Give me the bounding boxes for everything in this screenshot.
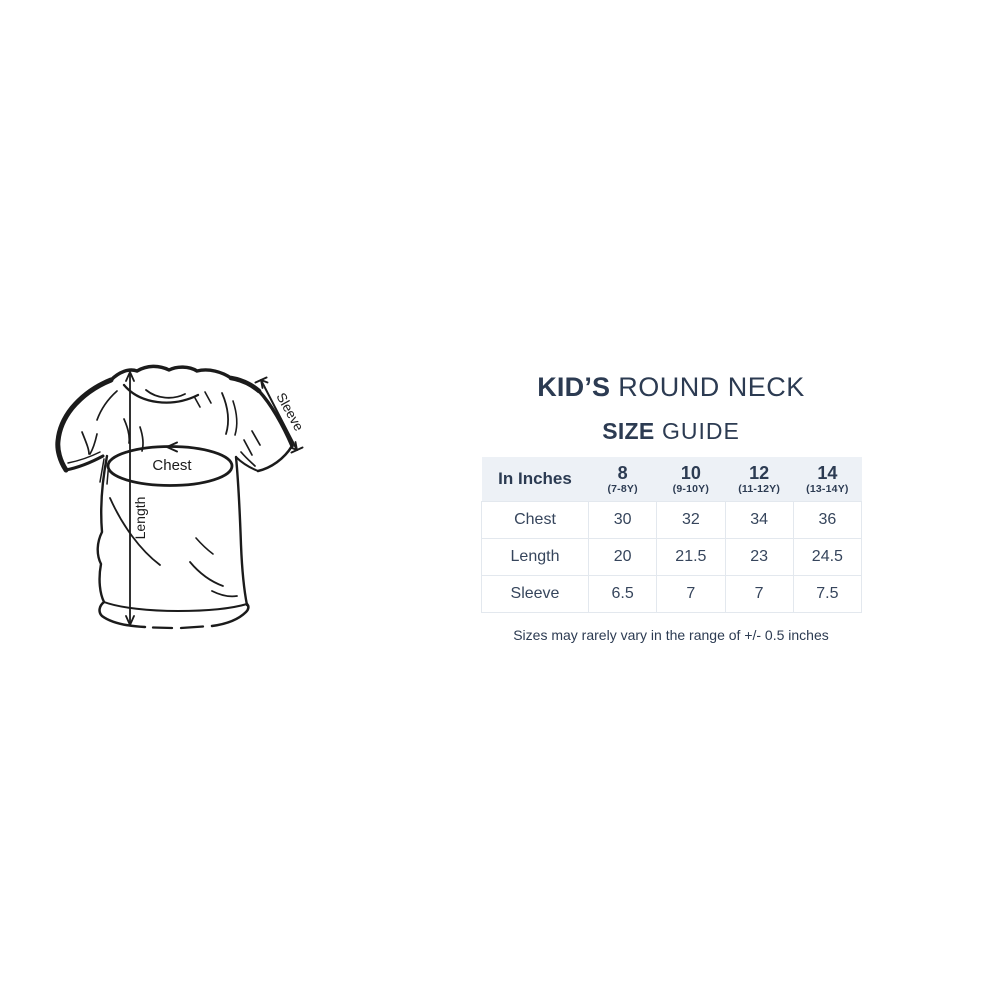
size-variation-note: Sizes may rarely vary in the range of +/…: [513, 627, 829, 643]
tshirt-wrinkle-right-armpit2: [251, 430, 261, 446]
chest-value-10: 32: [656, 501, 726, 539]
size-guide-heading: SIZE GUIDE: [481, 418, 861, 444]
sleeve-value-14: 7.5: [792, 575, 863, 613]
tshirt-wrinkle-right-chest2: [232, 400, 238, 436]
length-label: Length: [132, 497, 148, 540]
size-col-header-12: 12 (11-12Y): [725, 457, 794, 502]
tshirt-wrinkle-body-small: [195, 537, 214, 555]
tshirt-wrinkle-left-sleeve2: [89, 433, 98, 455]
length-value-12: 23: [724, 538, 794, 576]
row-label-chest: Chest: [481, 501, 589, 539]
age-range: (7-8Y): [607, 482, 638, 495]
row-label-sleeve: Sleeve: [481, 575, 589, 613]
sleeve-arrowhead-bottom: [289, 441, 298, 451]
tshirt-wrinkle-body-right2: [211, 590, 238, 598]
tshirt-collar-inner-curve2: [145, 389, 186, 399]
product-title: KID’S ROUND NECK: [481, 372, 861, 403]
sleeve-arrowhead-top: [260, 379, 269, 389]
product-title-light: ROUND NECK: [618, 372, 805, 402]
size-value: 12: [749, 462, 770, 483]
sleeve-value-12: 7: [724, 575, 794, 613]
length-value-10: 21.5: [656, 538, 726, 576]
tshirt-collar-inner-curve: [122, 383, 200, 404]
tshirt-wrinkle-right-armpit1: [243, 439, 253, 456]
size-value: 10: [680, 462, 701, 483]
tshirt-collar-tick2: [194, 397, 201, 408]
tshirt-wrinkle-body-right1: [189, 561, 224, 587]
length-arrowhead-top: [125, 371, 135, 382]
size-guide-panel: KID’S ROUND NECK SIZE GUIDE In Inches 8 …: [481, 372, 863, 644]
row-label-length: Length: [481, 538, 589, 576]
tshirt-right-sleeve-opening: [256, 444, 294, 473]
sleeve-dimension-line: [260, 379, 298, 451]
age-range: (9-10Y): [672, 482, 710, 495]
table-row-chest: Chest 30 32 34 36: [481, 501, 863, 539]
sleeve-value-8: 6.5: [587, 575, 658, 613]
size-guide-heading-light: GUIDE: [661, 418, 740, 444]
chest-label: Chest: [152, 457, 192, 474]
tshirt-left-sleeve-opening: [64, 454, 105, 472]
product-title-bold: KID’S: [537, 372, 611, 402]
size-col-header-8: 8 (7-8Y): [588, 457, 657, 502]
age-range: (13-14Y): [806, 482, 849, 495]
tshirt-hem-dash2: [179, 625, 205, 630]
tshirt-right-body-edge: [234, 455, 249, 607]
tshirt-wrinkle-left-shoulder: [96, 390, 118, 421]
size-table-header-row: In Inches 8 (7-8Y) 10 (9-10Y) 12 (11-12Y…: [481, 457, 862, 502]
tshirt-collar-outline: [109, 364, 233, 382]
size-value: 14: [817, 462, 838, 483]
chest-value-8: 30: [587, 501, 658, 539]
tshirt-right-sleeve-outer: [257, 389, 294, 448]
tshirt-left-shoulder: [55, 377, 114, 473]
tshirt-collar-tick1: [204, 391, 212, 404]
sleeve-value-10: 7: [656, 575, 726, 613]
size-col-header-10: 10 (9-10Y): [656, 457, 725, 502]
tshirt-right-shoulder: [228, 375, 262, 394]
table-row-length: Length 20 21.5 23 24.5: [481, 538, 863, 576]
size-col-header-14: 14 (13-14Y): [793, 457, 862, 502]
tshirt-wrinkle-left-sleeve1: [81, 431, 90, 455]
length-value-8: 20: [587, 538, 658, 576]
size-table: In Inches 8 (7-8Y) 10 (9-10Y) 12 (11-12Y…: [481, 457, 863, 613]
age-range: (11-12Y): [738, 482, 781, 495]
chest-value-12: 34: [724, 501, 794, 539]
tshirt-left-body-edge: [96, 454, 109, 604]
tshirt-hem-bottom-right: [210, 602, 250, 628]
length-value-14: 24.5: [792, 538, 863, 576]
tshirt-wrinkle-right-armpit3: [240, 451, 256, 467]
tshirt-wrinkle-left-chest1: [123, 418, 131, 444]
size-guide-heading-bold: SIZE: [602, 418, 655, 444]
tshirt-left-sleeve-opening-inner: [67, 451, 101, 464]
unit-header-cell: In Inches: [481, 457, 589, 502]
tshirt-wrinkle-right-chest1: [221, 392, 229, 435]
tshirt-hem-top: [103, 601, 248, 612]
size-value: 8: [617, 462, 628, 483]
chest-value-14: 36: [792, 501, 863, 539]
tshirt-left-underarm-line1: [99, 458, 105, 483]
table-row-sleeve: Sleeve 6.5 7 7 7.5: [481, 575, 863, 613]
length-arrowhead-bottom: [125, 615, 135, 626]
tshirt-hem-bottom-left: [98, 600, 147, 629]
tshirt-hem-dash1: [151, 626, 174, 630]
tshirt-wrinkle-body-left: [109, 497, 161, 566]
tshirt-diagram: Length Chest Sleeve: [55, 364, 307, 630]
chest-arrowhead: [166, 441, 178, 453]
